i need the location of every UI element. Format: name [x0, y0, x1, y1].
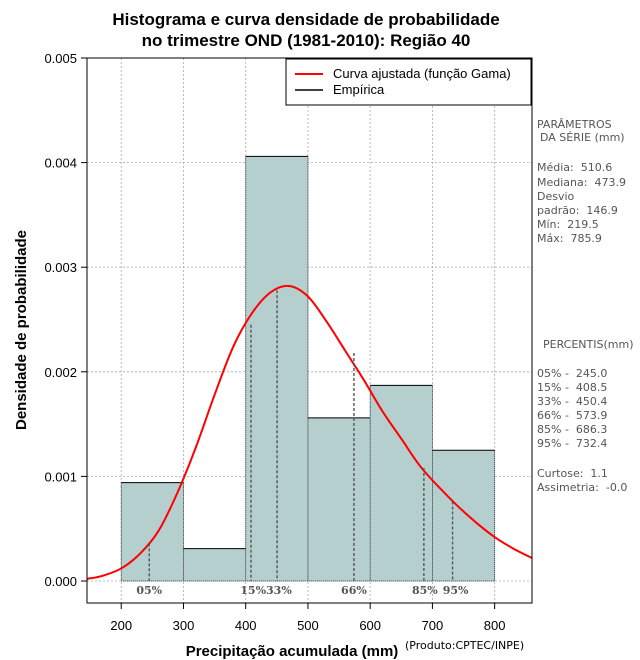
stat-media: Média: 510.6 — [537, 161, 613, 174]
plot-frame — [86, 57, 533, 604]
percentil-15: 15% - 408.5 — [537, 381, 608, 394]
histogram-bar — [121, 482, 184, 581]
histogram-bar — [307, 417, 371, 581]
histogram-bar — [370, 385, 433, 581]
stat-curtose: Curtose: 1.1 — [537, 467, 608, 480]
chart-title: Histograma e curva densidade de probabil… — [112, 10, 499, 29]
x-tick-label: 400 — [235, 618, 257, 633]
y-tick-label: 0.003 — [44, 260, 77, 275]
stat-mediana: Mediana: 473.9 — [537, 176, 626, 189]
fitted-gamma-curve — [86, 284, 533, 580]
stat-desvio: padrão: 146.9 — [537, 204, 618, 217]
params-title-1: PARÂMETROS — [537, 118, 612, 131]
legend-empirical-label: Empírica — [333, 82, 385, 97]
params-title-2: DA SÉRIE (mm) — [540, 131, 625, 144]
x-tick-label: 600 — [359, 618, 381, 633]
stat-max: Máx: 785.9 — [537, 232, 602, 245]
y-axis-label: Densidade de probabilidade — [13, 230, 30, 430]
x-tick-label: 500 — [297, 618, 319, 633]
y-tick-label: 0.002 — [44, 365, 77, 380]
percentil-85: 85% - 686.3 — [537, 423, 608, 436]
x-axis-label: Precipitação acumulada (mm) — [186, 643, 399, 660]
y-tick-label: 0.005 — [44, 51, 77, 66]
percentil-05: 05% - 245.0 — [537, 367, 608, 380]
y-tick-label: 0.004 — [44, 156, 77, 171]
legend-curve-label: Curva ajustada (função Gama) — [333, 66, 511, 81]
stat-desvio-label: Desvio — [537, 190, 575, 203]
stat-assimetria: Assimetria: -0.0 — [537, 481, 628, 494]
percentil-66: 66% - 573.9 — [537, 409, 608, 422]
histogram-bar — [183, 548, 246, 581]
percentis-title: PERCENTIS(mm) — [543, 338, 634, 351]
percentile-label: 15%33% — [240, 584, 292, 597]
x-tick-label: 300 — [173, 618, 195, 633]
percentil-95: 95% - 732.4 — [537, 437, 608, 450]
product-credit: (Produto:CPTEC/INPE) — [405, 639, 525, 652]
x-tick-label: 700 — [422, 618, 444, 633]
chart-subtitle: no trimestre OND (1981-2010): Região 40 — [142, 31, 471, 50]
y-tick-label: 0.000 — [44, 574, 77, 589]
histogram-bars — [120, 155, 496, 582]
histogram-bar — [432, 450, 495, 581]
percentile-label: 85% — [412, 584, 438, 597]
x-axis-ticks: 200 300 400 500 600 700 800 — [110, 603, 506, 633]
percentile-label: 95% — [443, 584, 469, 597]
percentile-markers: 05% 15%33% 66% 85% 95% — [136, 290, 469, 597]
x-tick-label: 800 — [484, 618, 506, 633]
legend-box — [285, 58, 532, 106]
percentile-label: 66% — [341, 584, 367, 597]
y-tick-label: 0.001 — [44, 469, 77, 484]
stat-min: Mín: 219.5 — [537, 218, 599, 231]
percentil-33: 33% - 450.4 — [537, 395, 608, 408]
legend: Curva ajustada (função Gama) Empírica — [285, 58, 532, 106]
percentile-label: 05% — [136, 584, 162, 597]
y-axis-ticks: 0.000 0.001 0.002 0.003 0.004 0.005 — [44, 51, 87, 589]
x-tick-label: 200 — [110, 618, 132, 633]
